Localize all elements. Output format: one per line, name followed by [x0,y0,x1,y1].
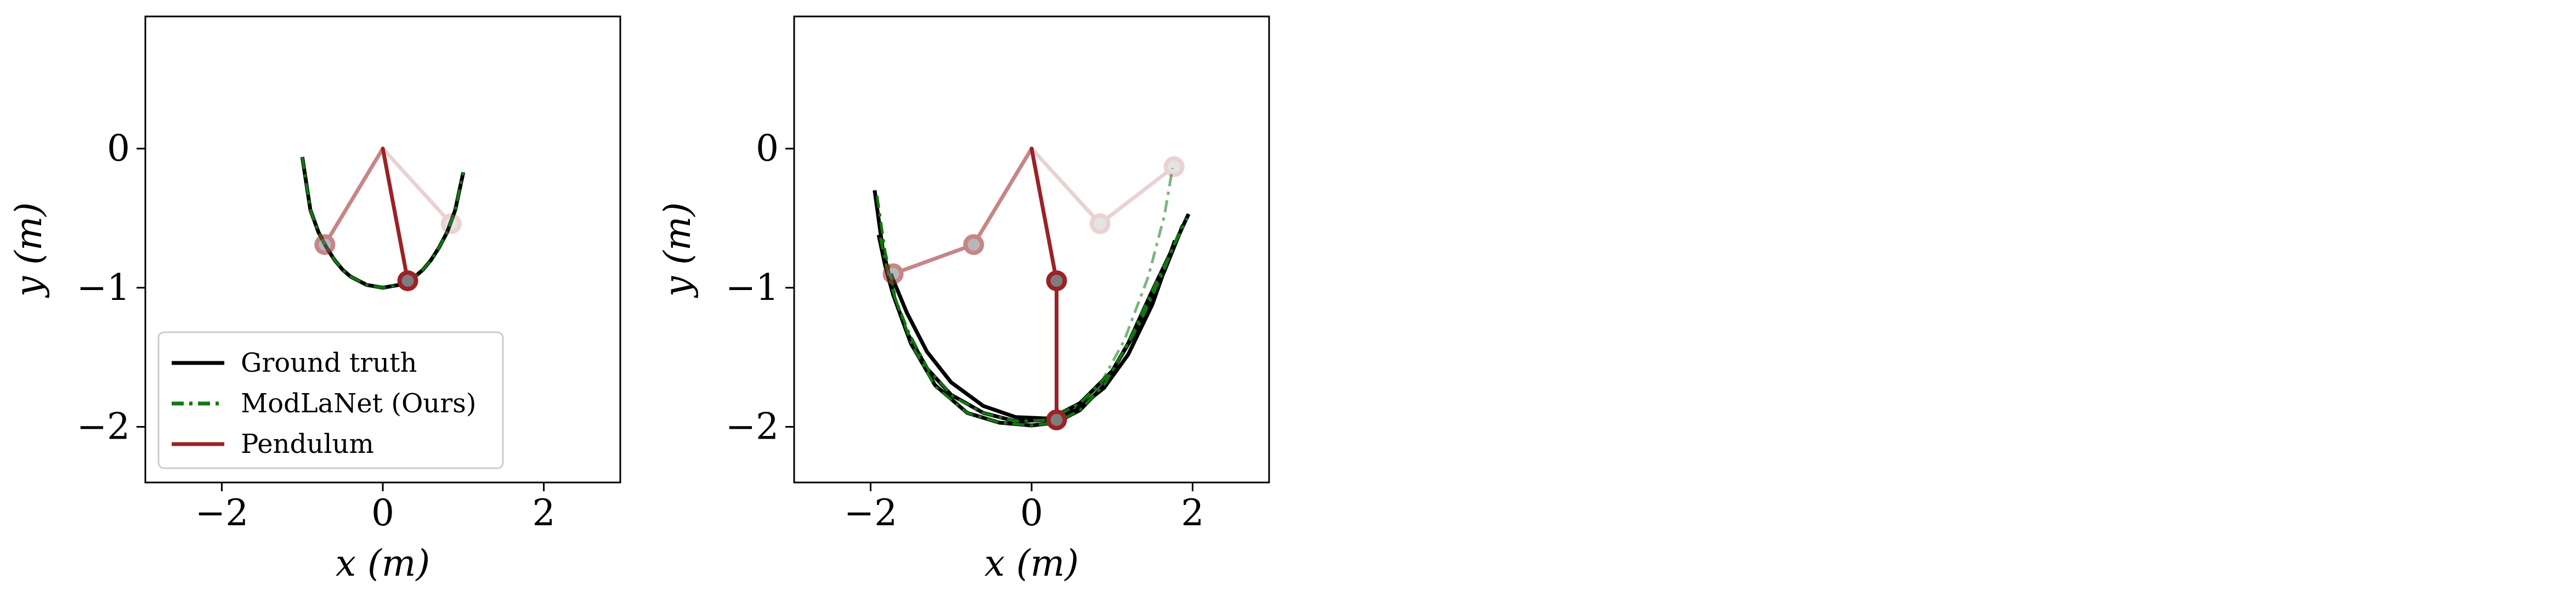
y-axis-label: y (m) [8,202,50,298]
chart-panel-double-pendulum: −2 0 2 0 −1 −2 x (m) y (m) [656,15,1270,584]
x-tick-label: 0 [1020,492,1043,534]
pendulum-rod [1098,164,1176,226]
y-tick-label: −1 [77,266,130,309]
pendulum-snapshot [381,146,462,235]
axes-frame [793,15,1270,484]
pendulum-snapshot [381,146,418,292]
legend-label: Ground truth [241,348,417,378]
pendulum-bob [963,234,984,255]
x-tick-label: 2 [533,492,556,534]
pendulum-snapshot [1029,146,1185,235]
pendulum-bob [1163,156,1185,178]
pendulum-bob [314,234,336,255]
x-tick-label: −2 [195,492,248,534]
y-tick-label: −2 [726,406,779,448]
pendulum-rod [1029,146,1102,226]
legend-label: Pendulum [241,429,374,459]
y-tick-label: 0 [756,127,779,169]
pendulum-rod [381,146,410,283]
modlanet-line [879,226,1183,423]
y-tick-label: −1 [726,266,779,309]
chart-panel-simple-pendulum: −2 0 2 0 −1 −2 x (m) y (m) Ground truth ModLaNet … [8,15,621,584]
x-axis-label: x (m) [336,542,430,584]
pendulum-bob [440,213,462,235]
pendulum-snapshot [882,146,1034,285]
x-tick-label: 2 [1181,492,1204,534]
legend-label: ModLaNet (Ours) [241,388,477,419]
pendulum-rod [381,146,454,226]
pendulum-snapshot [314,146,385,255]
pendulum-rod [891,242,976,276]
pendulum-bob [882,263,904,285]
pendulum-rod [322,146,385,247]
pendulum-bob [1046,409,1067,430]
legend-box [157,331,504,469]
modlanet-line [875,195,1188,427]
modlanet-line [301,156,465,289]
ground-truth-line [873,190,1191,428]
x-axis-label: x (m) [984,542,1079,584]
pendulum-bob [1089,213,1111,235]
ground-truth-line [888,240,1177,421]
legend: Ground truth ModLaNet (Ours) Pendulum [157,331,504,469]
pendulum-snapshot [1029,146,1067,430]
y-tick-label: 0 [107,127,130,169]
x-tick-label: −2 [844,492,897,534]
pendulum-rod [971,146,1034,247]
y-tick-label: −2 [77,406,130,448]
y-axis-label: y (m) [656,202,699,298]
ground-truth-line [300,156,466,290]
x-tick-label: 0 [371,492,394,534]
pendulum-rod [1029,146,1059,283]
modlanet-line [1059,168,1174,417]
pendulum-bob [397,270,418,292]
pendulum-bob [1046,270,1067,292]
